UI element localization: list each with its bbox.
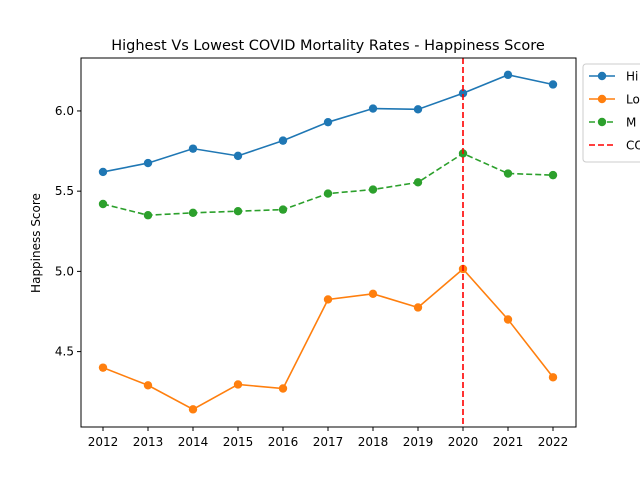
x-tick-label: 2018: [358, 435, 389, 449]
x-tick-label: 2021: [493, 435, 524, 449]
x-tick-label: 2022: [538, 435, 569, 449]
x-tick-label: 2014: [178, 435, 209, 449]
x-tick-label: 2015: [223, 435, 254, 449]
legend-label: CO: [626, 139, 640, 153]
data-point: [503, 169, 513, 178]
data-point: [548, 373, 558, 382]
y-tick-label: 5.5: [55, 184, 74, 198]
data-point: [98, 199, 108, 209]
data-point: [368, 104, 378, 113]
legend-box: [582, 63, 640, 163]
series-line: [102, 267, 554, 411]
data-point: [188, 144, 198, 153]
x-tick-label: 2012: [88, 435, 119, 449]
data-point: [188, 208, 198, 218]
data-point: [143, 211, 153, 220]
data-point: [323, 295, 333, 304]
data-point: [323, 189, 333, 198]
legend-label: M: [626, 116, 636, 130]
data-point: [413, 178, 423, 187]
data-point: [323, 117, 333, 127]
data-point: [413, 105, 423, 114]
y-tick-label: 6.0: [55, 104, 74, 118]
data-point: [143, 381, 153, 390]
data-point: [458, 89, 468, 98]
y-tick-label: 4.5: [55, 345, 74, 359]
data-point: [233, 380, 243, 389]
axes-frame: [80, 57, 577, 428]
data-point: [548, 80, 558, 89]
data-point: [503, 315, 513, 324]
data-point: [278, 136, 288, 145]
data-point: [278, 384, 288, 393]
series-line: [102, 152, 554, 217]
x-tick-label: 2019: [403, 435, 434, 449]
legend-marker: [597, 117, 607, 127]
data-point: [278, 205, 288, 214]
y-tick-label: 5.0: [55, 264, 74, 278]
x-tick-label: 2020: [448, 435, 479, 449]
data-point: [368, 185, 378, 194]
data-point: [503, 70, 513, 80]
legend-marker: [597, 71, 607, 81]
data-point: [368, 289, 378, 299]
data-point: [233, 151, 243, 161]
data-point: [413, 303, 423, 312]
legend-label: Hi: [626, 70, 638, 84]
x-tick-label: 2017: [313, 435, 344, 449]
data-point: [143, 158, 153, 168]
data-point: [548, 170, 558, 180]
legend: Hi Lo M CO: [582, 63, 640, 163]
data-point: [233, 207, 243, 216]
chart-title: Highest Vs Lowest COVID Mortality Rates …: [111, 38, 545, 54]
legend-label: Lo: [626, 93, 640, 107]
plot-area: [98, 58, 558, 427]
x-tick-label: 2013: [133, 435, 164, 449]
x-tick-label: 2016: [268, 435, 299, 449]
y-axis-label: Happiness Score: [29, 193, 43, 293]
data-point: [188, 405, 198, 414]
data-point: [98, 167, 108, 177]
legend-marker: [597, 94, 607, 104]
data-point: [98, 363, 108, 372]
